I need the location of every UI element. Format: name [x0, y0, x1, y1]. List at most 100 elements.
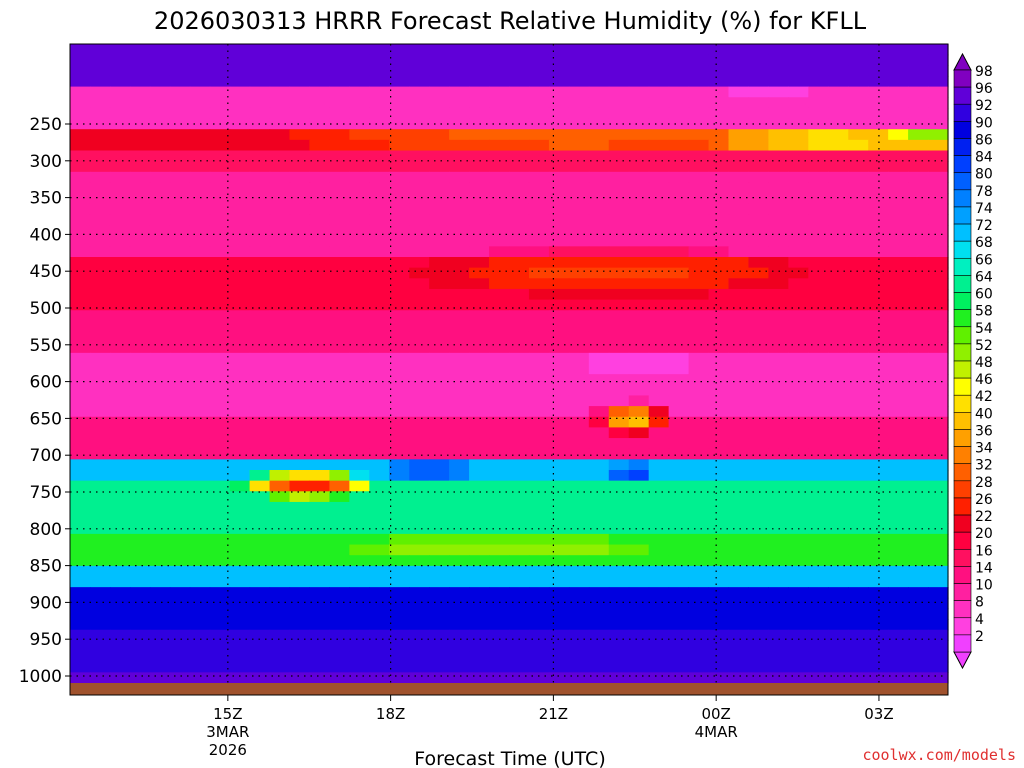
heatmap-cell — [708, 203, 730, 215]
heatmap-cell — [409, 150, 430, 162]
heatmap-cell — [329, 97, 350, 109]
heatmap-cell — [648, 576, 670, 588]
heatmap-cell — [149, 320, 171, 333]
heatmap-cell — [169, 416, 191, 428]
heatmap-cell — [169, 565, 191, 578]
heatmap-cell — [748, 597, 769, 610]
heatmap-cell — [209, 193, 231, 205]
heatmap-cell — [708, 225, 730, 237]
heatmap-cell — [528, 214, 550, 226]
heatmap-cell — [149, 288, 171, 301]
heatmap-cell — [189, 235, 211, 247]
heatmap-cell — [928, 193, 949, 205]
heatmap-cell — [548, 214, 570, 226]
heatmap-cell — [169, 246, 191, 258]
pressure-tick-label: 600 — [30, 373, 62, 393]
heatmap-cell — [109, 352, 131, 365]
heatmap-cell — [808, 139, 829, 152]
heatmap-cell — [289, 86, 311, 98]
heatmap-cell — [389, 257, 410, 269]
heatmap-cell — [409, 299, 430, 311]
heatmap-cell — [249, 661, 271, 673]
heatmap-cell — [289, 299, 311, 311]
heatmap-cell — [449, 299, 470, 311]
heatmap-cell — [928, 54, 949, 66]
heatmap-cell — [289, 470, 311, 482]
heatmap-cell — [189, 150, 211, 162]
heatmap-cell — [828, 299, 849, 311]
heatmap-cell — [349, 257, 370, 269]
heatmap-cell — [788, 512, 809, 524]
heatmap-cell — [568, 661, 590, 673]
pressure-axis: 2503003504004505005506006507007508008509… — [19, 115, 70, 687]
heatmap-cell — [688, 576, 710, 588]
heatmap-cell — [568, 470, 590, 482]
heatmap-cell — [688, 587, 710, 599]
colorbar-swatch — [953, 531, 972, 550]
heatmap-cell — [588, 278, 610, 290]
heatmap-cell — [469, 619, 490, 631]
heatmap-cell — [708, 235, 730, 247]
heatmap-cell — [908, 182, 929, 194]
heatmap-cell — [189, 629, 211, 641]
heatmap-cell — [89, 544, 111, 556]
heatmap-cell — [648, 257, 670, 269]
heatmap-cell — [429, 661, 450, 673]
heatmap-cell — [528, 406, 550, 418]
heatmap-cell — [848, 150, 869, 162]
heatmap-cell — [349, 320, 370, 333]
heatmap-cell — [868, 129, 889, 141]
heatmap-cell — [668, 171, 690, 184]
heatmap-cell — [169, 533, 191, 546]
heatmap-cell — [449, 320, 470, 333]
heatmap-cell — [469, 118, 490, 130]
heatmap-cell — [608, 310, 630, 322]
heatmap-cell — [608, 438, 630, 450]
heatmap-cell — [209, 491, 231, 503]
heatmap-cell — [648, 406, 670, 418]
heatmap-cell — [768, 438, 789, 450]
heatmap-cell — [309, 203, 330, 215]
heatmap-cell — [449, 54, 470, 66]
heatmap-cell — [668, 640, 690, 652]
heatmap-cell — [528, 629, 550, 641]
heatmap-cell — [269, 246, 291, 258]
heatmap-cell — [429, 86, 450, 98]
heatmap-cell — [728, 342, 750, 354]
heatmap-cell — [768, 97, 789, 109]
pressure-tick-label: 850 — [30, 557, 62, 577]
heatmap-cell — [668, 629, 690, 641]
heatmap-cell — [548, 576, 570, 588]
heatmap-cell — [688, 235, 710, 247]
heatmap-cell — [109, 331, 131, 343]
heatmap-cell — [588, 640, 610, 652]
colorbar-label: 96 — [975, 81, 993, 97]
heatmap-cell — [70, 97, 91, 109]
heatmap-cell — [908, 587, 929, 599]
heatmap-cell — [429, 523, 450, 535]
heatmap-cell — [628, 523, 650, 535]
heatmap-cell — [808, 86, 829, 98]
heatmap-cell — [89, 629, 111, 641]
heatmap-cell — [129, 75, 151, 88]
heatmap-cell — [229, 438, 251, 450]
heatmap-cell — [848, 44, 869, 56]
heatmap-cell — [648, 555, 670, 567]
heatmap-cell — [828, 672, 849, 684]
heatmap-cell — [409, 193, 430, 205]
heatmap-cell — [169, 501, 191, 514]
heatmap-cell — [708, 107, 730, 120]
heatmap-cell — [908, 97, 929, 109]
heatmap-cell — [70, 320, 91, 333]
heatmap-cell — [89, 352, 111, 365]
heatmap-cell — [429, 246, 450, 258]
heatmap-cell — [748, 470, 769, 482]
heatmap-cell — [728, 416, 750, 428]
heatmap-cell — [608, 107, 630, 120]
heatmap-cell — [109, 150, 131, 162]
heatmap-cell — [788, 214, 809, 226]
heatmap-cell — [269, 288, 291, 301]
heatmap-cell — [449, 278, 470, 290]
heatmap-cell — [528, 470, 550, 482]
colorbar-label: 26 — [975, 492, 993, 508]
